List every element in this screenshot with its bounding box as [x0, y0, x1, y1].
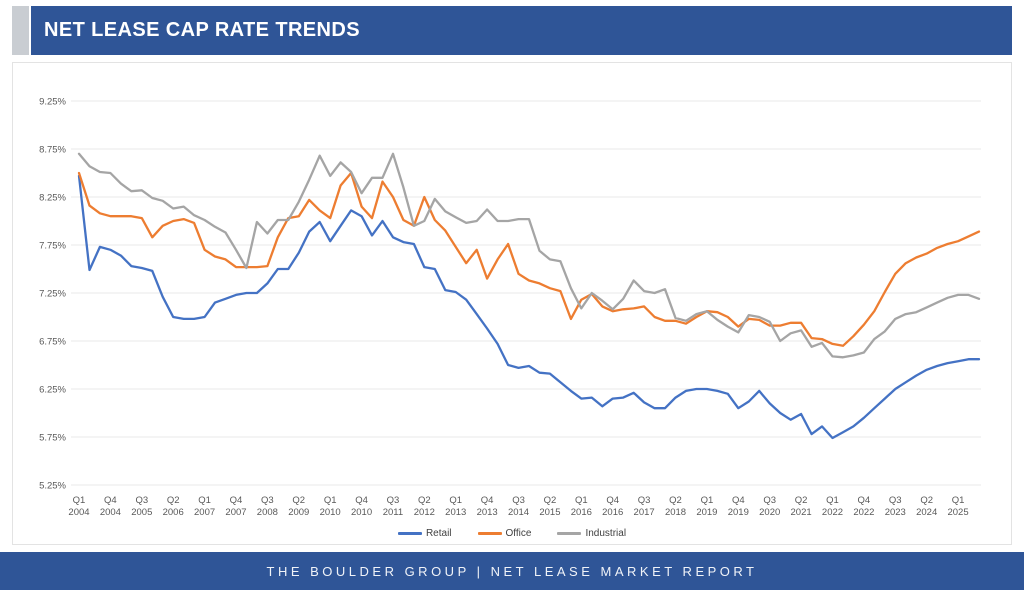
- x-axis-tick-quarter: Q4: [732, 495, 745, 506]
- x-axis-tick-quarter: Q3: [135, 495, 148, 506]
- x-axis-tick-year: 2011: [383, 507, 403, 518]
- x-axis-tick-quarter: Q3: [889, 495, 902, 506]
- header-accent-block: [12, 6, 29, 55]
- y-axis-tick-label: 8.25%: [39, 193, 66, 204]
- legend-label: Retail: [425, 528, 452, 539]
- x-axis-tick-year: 2019: [696, 507, 717, 518]
- x-axis-tick-quarter: Q3: [638, 495, 651, 506]
- legend-line-marker: [397, 532, 422, 535]
- x-axis-tick-quarter: Q1: [73, 495, 86, 506]
- x-axis-tick-quarter: Q4: [104, 495, 117, 506]
- y-axis-tick-label: 8.75%: [39, 145, 66, 156]
- x-axis-tick-year: 2006: [163, 507, 184, 518]
- page-title: NET LEASE CAP RATE TRENDS: [44, 19, 360, 41]
- x-axis-tick-quarter: Q4: [606, 495, 619, 506]
- chart-legend: Retail Office Industrial: [13, 528, 1011, 539]
- y-axis-tick-label: 9.25%: [39, 97, 66, 108]
- x-axis-tick-year: 2023: [885, 507, 906, 518]
- x-axis-tick-year: 2013: [477, 507, 498, 518]
- x-axis-tick-quarter: Q4: [858, 495, 871, 506]
- x-axis-tick-year: 2024: [916, 507, 937, 518]
- x-axis-tick-year: 2015: [539, 507, 560, 518]
- x-axis-tick-quarter: Q2: [418, 495, 431, 506]
- x-axis-tick-year: 2008: [257, 507, 278, 518]
- x-axis-tick-year: 2017: [634, 507, 655, 518]
- x-axis-tick-quarter: Q1: [826, 495, 839, 506]
- legend-label: Office: [505, 528, 532, 539]
- x-axis-tick-year: 2018: [665, 507, 686, 518]
- x-axis-tick-quarter: Q1: [198, 495, 211, 506]
- x-axis-tick-year: 2016: [602, 507, 623, 518]
- x-axis-tick-year: 2022: [822, 507, 843, 518]
- x-axis-tick-quarter: Q4: [481, 495, 494, 506]
- x-axis-tick-quarter: Q2: [669, 495, 682, 506]
- x-axis-tick-year: 2020: [759, 507, 780, 518]
- footer-bar: THE BOULDER GROUP | NET LEASE MARKET REP…: [0, 552, 1024, 590]
- x-axis-tick-quarter: Q1: [952, 495, 965, 506]
- x-axis-tick-quarter: Q1: [449, 495, 462, 506]
- x-axis-tick-year: 2004: [68, 507, 89, 518]
- x-axis-tick-year: 2013: [445, 507, 466, 518]
- x-axis-tick-quarter: Q3: [512, 495, 525, 506]
- legend-line-marker: [557, 532, 582, 535]
- x-axis-tick-year: 2022: [853, 507, 874, 518]
- legend-item-office: Office: [477, 528, 532, 539]
- x-axis-tick-quarter: Q2: [795, 495, 808, 506]
- x-axis-tick-year: 2010: [351, 507, 372, 518]
- x-axis-tick-quarter: Q3: [763, 495, 776, 506]
- y-axis-tick-label: 5.25%: [39, 481, 66, 492]
- x-axis-tick-year: 2021: [791, 507, 812, 518]
- series-line-retail: [77, 174, 981, 440]
- x-axis-tick-quarter: Q1: [701, 495, 714, 506]
- x-axis-tick-year: 2025: [947, 507, 968, 518]
- footer-text: THE BOULDER GROUP | NET LEASE MARKET REP…: [266, 563, 758, 579]
- x-axis-tick-year: 2009: [288, 507, 309, 518]
- x-axis-tick-year: 2014: [508, 507, 529, 518]
- x-axis-tick-year: 2007: [194, 507, 215, 518]
- x-axis-tick-quarter: Q2: [292, 495, 305, 506]
- x-axis-tick-quarter: Q4: [230, 495, 243, 506]
- x-axis-tick-year: 2010: [320, 507, 341, 518]
- y-axis-tick-label: 6.25%: [39, 385, 66, 396]
- legend-item-industrial: Industrial: [557, 528, 626, 539]
- y-axis-tick-label: 7.25%: [39, 289, 66, 300]
- x-axis-tick-year: 2004: [100, 507, 121, 518]
- x-axis-tick-quarter: Q2: [167, 495, 180, 506]
- x-axis-tick-quarter: Q2: [544, 495, 557, 506]
- x-axis-tick-year: 2019: [728, 507, 749, 518]
- x-axis-tick-quarter: Q1: [575, 495, 588, 506]
- x-axis-tick-quarter: Q3: [261, 495, 274, 506]
- legend-label: Industrial: [585, 528, 627, 539]
- legend-line-marker: [477, 532, 502, 535]
- x-axis-tick-quarter: Q4: [355, 495, 368, 506]
- y-axis-tick-label: 6.75%: [39, 337, 66, 348]
- chart-card: 9.25% 8.75% 8.25% 7.75% 7.25% 6.75% 6.25% 5.75%…: [12, 62, 1012, 545]
- x-axis-tick-year: 2007: [225, 507, 246, 518]
- series-line-office: [77, 171, 981, 347]
- x-axis-tick-year: 2005: [131, 507, 152, 518]
- y-axis-tick-label: 5.75%: [39, 433, 66, 444]
- x-axis-tick-quarter: Q3: [387, 495, 400, 506]
- x-axis-tick-year: 2012: [414, 507, 435, 518]
- x-axis-tick-quarter: Q1: [324, 495, 337, 506]
- header-bar: NET LEASE CAP RATE TRENDS: [31, 6, 1012, 55]
- cap-rate-line-chart: 9.25% 8.75% 8.25% 7.75% 7.25% 6.75% 6.25% 5.75%…: [39, 97, 981, 518]
- x-axis-tick-year: 2016: [571, 507, 592, 518]
- series-line-industrial: [77, 152, 981, 359]
- y-axis-tick-label: 7.75%: [39, 241, 66, 252]
- legend-item-retail: Retail: [397, 528, 452, 539]
- x-axis-tick-quarter: Q2: [920, 495, 933, 506]
